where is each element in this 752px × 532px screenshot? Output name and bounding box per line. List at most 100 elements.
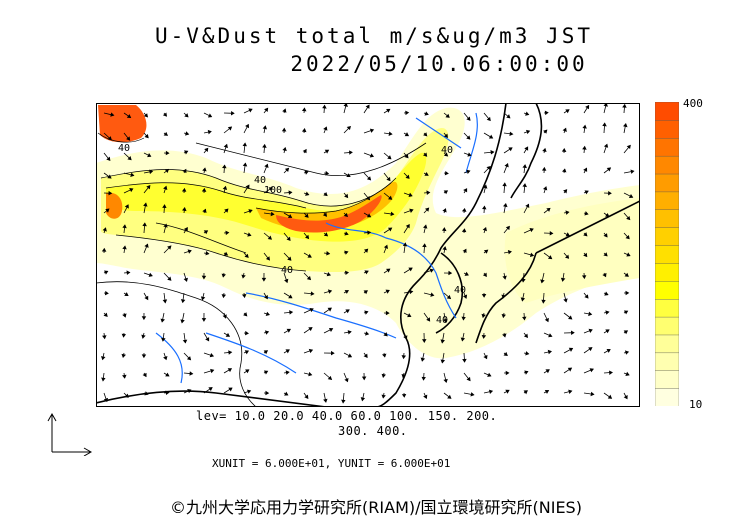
wind-vector-head — [626, 215, 631, 221]
wind-vector-head — [386, 176, 391, 182]
wind-vector-head — [603, 233, 608, 238]
wind-vector-head — [440, 339, 445, 344]
wind-vector-head — [130, 172, 135, 177]
wind-vector-head — [470, 392, 475, 397]
wind-vector-head — [462, 248, 467, 253]
color-scale-step — [655, 280, 679, 300]
wind-vector-head — [327, 307, 332, 312]
wind-vector-head — [404, 154, 409, 159]
wind-vector-head — [141, 334, 146, 339]
wind-vector-head — [460, 337, 466, 342]
wind-vector-head — [544, 317, 549, 323]
wind-vector-head — [466, 169, 471, 175]
wind-vector-head — [263, 370, 269, 375]
wind-vectors — [100, 103, 635, 404]
contour-label: 100 — [264, 185, 282, 196]
wind-vector-head — [222, 164, 227, 169]
wind-vector-head — [547, 255, 553, 260]
wind-vector-head — [180, 299, 186, 304]
wind-vector-head — [623, 395, 628, 400]
wind-vector-head — [426, 190, 431, 195]
color-scale-step — [655, 102, 679, 121]
chart-timestamp: 2022/05/10.06:00:00 — [290, 52, 588, 76]
wind-vector-head — [121, 353, 126, 358]
wind-vector-head — [224, 208, 229, 213]
wind-vector-head — [622, 103, 627, 108]
wind-vector-head — [222, 185, 228, 190]
wind-vector-head — [146, 185, 151, 190]
wind-vector-head — [486, 165, 491, 171]
color-scale-step — [655, 191, 679, 210]
wind-vector-head — [424, 207, 430, 212]
wind-vector-head — [623, 123, 628, 128]
color-scale-step — [655, 173, 679, 193]
wind-vector-head — [366, 176, 372, 181]
wind-vector-head — [590, 391, 595, 397]
wind-vector-head — [289, 310, 294, 315]
wind-vector-head — [443, 378, 448, 383]
wind-vector-head — [605, 310, 610, 315]
wind-vector-head — [422, 152, 428, 157]
wind-vector-head — [330, 350, 335, 356]
wind-vector-head — [322, 104, 327, 109]
wind-vector-head — [461, 207, 467, 212]
wind-vector-head — [304, 394, 309, 400]
wind-vector-head — [541, 299, 546, 304]
wind-vector-head — [144, 134, 149, 139]
wind-vector-head — [344, 231, 349, 236]
wind-vector-head — [466, 135, 471, 140]
wind-vector-head — [107, 174, 112, 179]
copyright-credit: ©九州大学応用力学研究所(RIAM)/国立環境研究所(NIES) — [170, 498, 582, 517]
wind-vector-head — [100, 356, 106, 361]
wind-vector-head — [344, 250, 349, 255]
rivers — [155, 112, 478, 384]
wind-vector-head — [108, 190, 113, 196]
wind-vector-head — [424, 111, 429, 116]
borders — [96, 142, 427, 407]
contour-label: 40 — [441, 145, 453, 156]
wind-vector-head — [506, 114, 511, 119]
wind-vector-head — [264, 330, 270, 335]
wind-vector-head — [523, 390, 528, 395]
wind-vector-head — [502, 275, 507, 280]
wind-vector-head — [262, 143, 267, 148]
wind-vector-head — [207, 129, 212, 135]
wind-vector-head — [483, 184, 488, 189]
wind-vector-head — [482, 272, 487, 278]
wind-vector-head — [426, 317, 431, 322]
contour-levels-line2: 300. 400. — [338, 424, 408, 438]
wind-vector-head — [167, 245, 172, 250]
wind-vector-head — [242, 162, 248, 167]
wind-vector-head — [323, 192, 328, 197]
wind-vector-head — [264, 107, 269, 113]
wind-vector-head — [122, 313, 127, 318]
wind-vector-head — [304, 213, 309, 218]
wind-vector-head — [323, 232, 329, 237]
wind-vector-head — [625, 235, 630, 240]
wind-vector-head — [529, 228, 534, 233]
wind-vector-head — [568, 347, 574, 352]
wind-vector-head — [301, 107, 307, 112]
color-scale-step — [655, 155, 679, 175]
wind-vector-head — [542, 186, 548, 191]
wind-vector-head — [464, 271, 469, 276]
contour-label: 40 — [254, 175, 266, 186]
wind-vector-head — [445, 113, 450, 118]
wind-vector-head — [327, 375, 333, 381]
wind-vector-head — [202, 167, 207, 172]
wind-vector-head — [603, 143, 609, 148]
wind-vector-head — [126, 114, 132, 119]
wind-vector-head — [182, 168, 187, 174]
wind-vector-head — [488, 389, 494, 394]
wind-vector-head — [542, 147, 547, 153]
wind-vector-head — [327, 289, 333, 294]
wind-vector-head — [505, 225, 510, 231]
wind-vector-head — [306, 275, 312, 281]
wind-vector-head — [187, 389, 192, 394]
wind-vector-head — [525, 111, 530, 116]
wind-vector-head — [624, 350, 630, 355]
wind-vector-head — [301, 128, 307, 133]
wind-vector-head — [164, 168, 170, 173]
color-scale-max-label: 400 — [683, 97, 703, 110]
wind-vector-head — [522, 316, 527, 321]
